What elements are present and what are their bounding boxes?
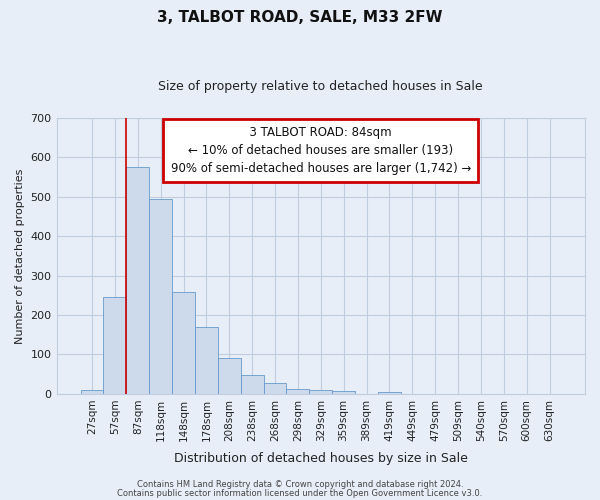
- Bar: [127, 167, 149, 394]
- Bar: [332, 391, 355, 394]
- Bar: [218, 358, 241, 394]
- Bar: [241, 375, 263, 394]
- Text: 3 TALBOT ROAD: 84sqm  
← 10% of detached houses are smaller (193)
90% of semi-de: 3 TALBOT ROAD: 84sqm ← 10% of detached h…: [170, 126, 471, 175]
- Y-axis label: Number of detached properties: Number of detached properties: [15, 168, 25, 344]
- Bar: [103, 298, 127, 394]
- X-axis label: Distribution of detached houses by size in Sale: Distribution of detached houses by size …: [174, 452, 468, 465]
- Text: Contains public sector information licensed under the Open Government Licence v3: Contains public sector information licen…: [118, 488, 482, 498]
- Bar: [378, 392, 401, 394]
- Bar: [172, 292, 195, 394]
- Bar: [263, 384, 286, 394]
- Bar: [80, 390, 103, 394]
- Text: Contains HM Land Registry data © Crown copyright and database right 2024.: Contains HM Land Registry data © Crown c…: [137, 480, 463, 489]
- Bar: [310, 390, 332, 394]
- Text: 3, TALBOT ROAD, SALE, M33 2FW: 3, TALBOT ROAD, SALE, M33 2FW: [157, 10, 443, 25]
- Bar: [286, 389, 310, 394]
- Bar: [149, 200, 172, 394]
- Title: Size of property relative to detached houses in Sale: Size of property relative to detached ho…: [158, 80, 483, 93]
- Bar: [195, 327, 218, 394]
